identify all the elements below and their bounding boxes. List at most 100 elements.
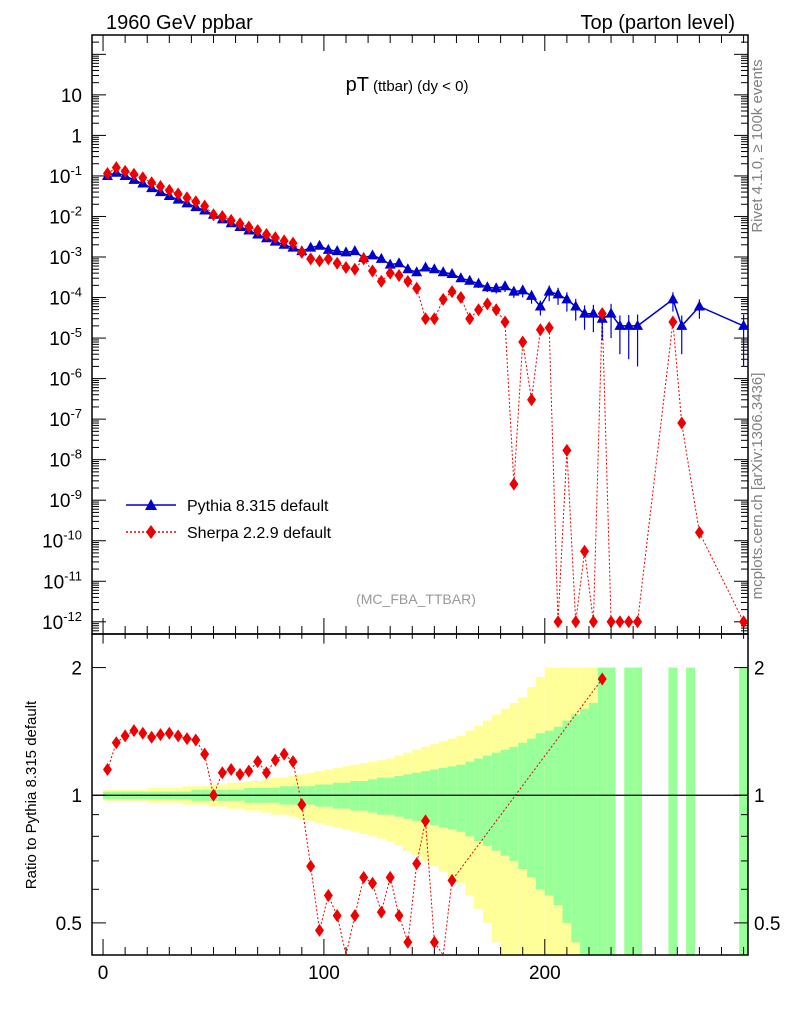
band-inner-bin — [368, 779, 377, 813]
band-inner-bin — [633, 667, 642, 955]
sherpa-marker — [606, 615, 616, 629]
sherpa-marker — [668, 315, 678, 329]
legend-marker-sherpa — [146, 525, 156, 539]
sherpa-marker — [261, 227, 271, 241]
sherpa-marker — [155, 179, 165, 193]
sherpa-marker — [164, 183, 174, 197]
y-tick-label: 10-7 — [49, 406, 82, 431]
band-inner-bin — [482, 755, 492, 846]
pythia-marker — [384, 258, 396, 269]
ratio-marker-sherpa — [129, 724, 139, 738]
pythia-marker — [605, 307, 617, 318]
sherpa-marker — [323, 252, 333, 266]
sherpa-marker — [429, 312, 439, 326]
pythia-marker — [499, 280, 511, 291]
sherpa-marker — [253, 224, 263, 238]
sherpa-marker — [315, 254, 325, 268]
ratio-y-tick-label-left: 1 — [71, 786, 82, 807]
band-inner-bin — [580, 708, 589, 955]
ratio-marker-sherpa — [200, 747, 210, 761]
pythia-marker — [623, 319, 635, 330]
band-inner-bin — [491, 752, 501, 851]
sherpa-marker — [208, 208, 218, 222]
sherpa-marker — [447, 285, 457, 299]
y-tick-label: 10-5 — [49, 325, 82, 350]
ratio-marker-sherpa — [138, 726, 148, 740]
sherpa-marker — [129, 167, 139, 181]
band-inner-bin — [509, 746, 519, 861]
ratio-marker-sherpa — [191, 733, 201, 747]
band-inner-bin — [686, 667, 695, 955]
ratio-marker-sherpa — [147, 730, 157, 744]
band-inner-bin — [456, 764, 466, 832]
sherpa-marker — [279, 234, 289, 248]
sherpa-marker — [147, 176, 157, 190]
ratio-marker-sherpa — [403, 935, 413, 949]
band-inner-bin — [421, 771, 430, 824]
sherpa-marker — [341, 261, 351, 275]
pythia-marker — [676, 319, 688, 330]
sherpa-marker — [173, 187, 183, 201]
pythia-marker — [738, 319, 750, 330]
sherpa-marker — [677, 416, 687, 430]
y-tick-label: 10-1 — [49, 163, 82, 188]
band-inner-bin — [562, 720, 572, 923]
band-inner-bin — [465, 761, 475, 837]
ratio-marker-sherpa — [421, 814, 431, 828]
y-tick-label: 10-8 — [49, 447, 82, 472]
ratio-y-tick-label-left: 0.5 — [56, 914, 82, 935]
band-inner-bin — [624, 667, 634, 955]
sherpa-marker — [482, 297, 492, 311]
pythia-marker — [305, 241, 317, 252]
ratio-marker-sherpa — [120, 729, 130, 743]
y-tick-label: 10-6 — [49, 366, 82, 391]
ratio-y-tick-label-left: 2 — [71, 659, 82, 680]
sherpa-marker — [270, 231, 280, 245]
y-tick-label: 10 — [61, 86, 82, 107]
y-tick-label: 10-10 — [42, 528, 82, 553]
ratio-marker-sherpa — [261, 766, 271, 780]
title-sub: (ttbar) (dy < 0) — [373, 78, 468, 95]
band-inner-bin — [535, 733, 545, 890]
y-tick-label: 10-9 — [49, 487, 82, 512]
ratio-marker-sherpa — [394, 909, 404, 923]
sherpa-marker — [580, 544, 590, 558]
pythia-marker — [543, 285, 555, 296]
sherpa-marker — [438, 292, 448, 306]
x-tick-label: 100 — [308, 963, 340, 984]
band-inner-bin — [376, 777, 386, 815]
ratio-marker-sherpa — [332, 909, 342, 923]
ratio-marker-sherpa — [323, 889, 333, 903]
sherpa-marker — [385, 266, 395, 280]
ratio-marker-sherpa — [244, 764, 254, 778]
pythia-marker — [331, 245, 343, 256]
pythia-marker — [587, 307, 599, 318]
ratio-plot: 0 100 200 0.5 0.5 1 1 2 2 — [56, 35, 780, 984]
ratio-marker-sherpa — [279, 747, 289, 761]
ratio-marker-sherpa — [164, 726, 174, 740]
ratio-marker-sherpa — [102, 762, 112, 776]
ratio-y-tick-label-right: 1 — [754, 786, 765, 807]
sherpa-marker — [306, 252, 316, 266]
watermark: (MC_FBA_TTBAR) — [356, 591, 476, 607]
pythia-marker — [526, 289, 538, 300]
y-tick-label: 10-3 — [49, 244, 82, 269]
band-inner-bin — [518, 742, 528, 869]
sherpa-marker — [244, 220, 254, 234]
pythia-marker — [473, 277, 485, 288]
main-y-axis: 10-1210-1110-1010-910-810-710-610-510-41… — [42, 34, 748, 635]
pythia-marker — [322, 243, 334, 254]
ratio-marker-sherpa — [235, 767, 245, 781]
x-tick-label: 0 — [98, 963, 109, 984]
ratio-y-axis-label: Ratio to Pythia 8.315 default — [23, 700, 40, 889]
band-inner-bin — [429, 769, 439, 826]
pythia-marker — [367, 249, 379, 260]
band-inner-bin — [500, 749, 510, 856]
band-inner-bin — [403, 774, 413, 819]
ratio-marker-sherpa — [597, 672, 607, 686]
band-inner-bin — [394, 776, 404, 817]
ratio-marker-sherpa — [226, 762, 236, 776]
sherpa-marker — [500, 315, 510, 329]
